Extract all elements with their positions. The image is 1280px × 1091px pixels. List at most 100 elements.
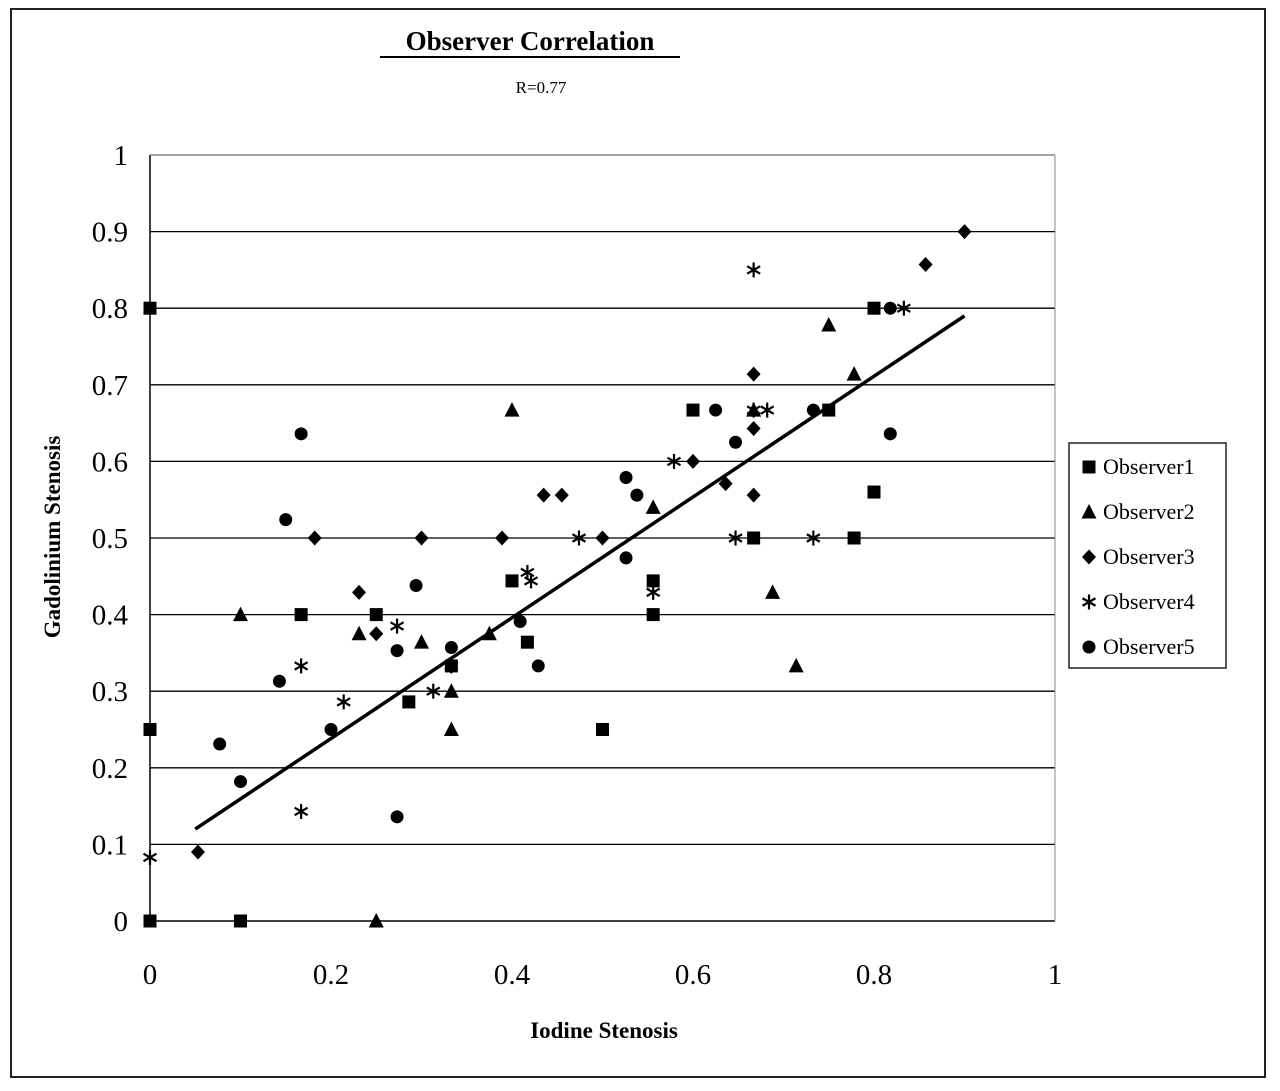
- triangle-point: [821, 317, 837, 332]
- legend-square-icon: [1082, 460, 1096, 474]
- diamond-point: [957, 224, 972, 240]
- y-tick-label: 0: [114, 906, 129, 938]
- chart-title: Observer Correlation: [406, 26, 655, 56]
- series-observer3: [190, 224, 972, 860]
- square-point: [867, 485, 881, 499]
- circle-point: [883, 301, 897, 315]
- asterisk-point: [294, 658, 309, 674]
- asterisk-point: [746, 402, 761, 418]
- square-point: [234, 914, 247, 928]
- diamond-point: [918, 257, 933, 273]
- circle-point: [409, 578, 423, 592]
- legend-label: Observer4: [1103, 589, 1195, 614]
- legend: Observer1 Observer2 Observer3 Observer4 Obse…: [1068, 442, 1227, 669]
- x-tick-label: 0.8: [856, 959, 892, 991]
- circle-point: [213, 737, 227, 751]
- circle-point: [272, 674, 286, 688]
- legend-label: Observer5: [1103, 634, 1195, 659]
- asterisk-point: [523, 573, 539, 589]
- square-point: [402, 695, 416, 709]
- triangle-point: [788, 657, 804, 673]
- asterisk-point: [336, 694, 351, 710]
- square-point: [143, 723, 157, 736]
- circle-point: [279, 513, 293, 527]
- asterisk-point: [426, 683, 441, 699]
- diamond-point: [746, 366, 761, 382]
- diamond-point: [414, 530, 429, 546]
- triangle-point: [233, 606, 248, 622]
- diamond-point: [495, 530, 510, 546]
- square-point: [143, 914, 157, 928]
- asterisk-point: [646, 584, 661, 600]
- triangle-point: [504, 402, 520, 417]
- y-tick-labels: 0 0.1 0.2 0.3 0.4 0.5 0.6 0.7 0.8 0.9 1: [92, 140, 129, 938]
- series-observer4: [142, 262, 911, 865]
- x-tick-labels: 0 0.2 0.4 0.6 0.8 1: [143, 959, 1063, 991]
- triangle-point: [765, 584, 781, 599]
- square-point: [596, 723, 609, 736]
- triangle-point: [846, 366, 862, 381]
- chart-subtitle: R=0.77: [516, 78, 567, 97]
- square-point: [143, 301, 157, 315]
- y-tick-label: 0.8: [92, 293, 128, 325]
- diamond-point: [369, 626, 384, 642]
- circle-point: [619, 470, 633, 484]
- legend-label: Observer2: [1103, 499, 1195, 524]
- triangle-point: [414, 634, 429, 649]
- chart-frame: [10, 8, 1266, 1078]
- circle-point: [294, 427, 308, 441]
- data-points: [142, 224, 972, 928]
- square-point: [294, 608, 308, 622]
- asterisk-point: [444, 658, 459, 674]
- diamond-point: [536, 487, 551, 503]
- legend-circle-icon: [1082, 640, 1096, 654]
- asterisk-point: [142, 849, 158, 865]
- square-point: [822, 403, 836, 417]
- diamond-point: [352, 584, 367, 600]
- triangle-point: [443, 721, 459, 736]
- triangle-point: [443, 683, 459, 698]
- diamond-point: [307, 530, 322, 546]
- square-point: [520, 635, 534, 649]
- circle-point: [513, 614, 527, 628]
- grid-lines: [150, 154, 1055, 846]
- circle-point: [531, 659, 545, 673]
- y-tick-label: 1: [114, 140, 129, 172]
- asterisk-point: [728, 530, 743, 546]
- y-tick-label: 0.2: [92, 753, 128, 785]
- legend-box: [1068, 442, 1227, 669]
- circle-point: [630, 488, 644, 502]
- diamond-point: [554, 487, 569, 503]
- square-point: [646, 608, 660, 622]
- circle-point: [806, 403, 820, 417]
- diamond-point: [190, 844, 205, 860]
- triangle-point: [645, 499, 661, 514]
- legend-label: Observer1: [1103, 454, 1195, 479]
- triangle-point: [368, 913, 384, 928]
- y-tick-label: 0.3: [92, 676, 128, 708]
- circle-point: [324, 723, 338, 736]
- series-observer1: [143, 301, 881, 928]
- legend-label: Observer3: [1103, 544, 1195, 569]
- square-point: [867, 301, 881, 315]
- y-tick-label: 0.1: [92, 829, 128, 861]
- x-tick-label: 0.4: [494, 959, 531, 991]
- legend-asterisk-icon: [1081, 594, 1097, 610]
- x-axis-label: Iodine Stenosis: [530, 1018, 678, 1043]
- square-point: [369, 608, 383, 622]
- circle-point: [234, 775, 247, 789]
- y-tick-label: 0.6: [92, 446, 128, 478]
- square-point: [847, 531, 861, 545]
- asterisk-point: [806, 530, 821, 546]
- y-axis-label: Gadolinium Stenosis: [40, 436, 65, 639]
- x-tick-label: 1: [1048, 959, 1063, 991]
- asterisk-point: [666, 453, 682, 469]
- circle-point: [619, 551, 633, 565]
- circle-point: [883, 427, 897, 441]
- diamond-point: [746, 487, 761, 503]
- diamond-point: [686, 453, 700, 469]
- circle-point: [709, 403, 723, 417]
- trendline: [194, 314, 966, 831]
- asterisk-point: [571, 530, 587, 546]
